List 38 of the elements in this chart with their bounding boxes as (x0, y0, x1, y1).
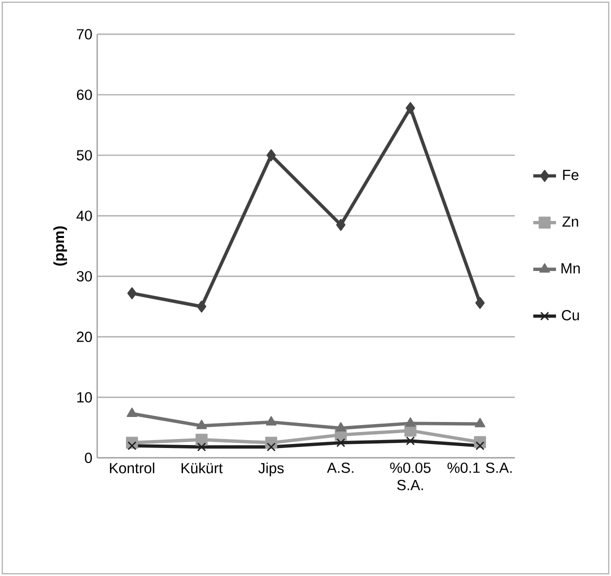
point (127, 287, 137, 300)
point (405, 417, 416, 427)
legend-label: Fe (563, 170, 578, 180)
point (266, 442, 276, 452)
x-tick-label: %0.1 S.A. (448, 462, 512, 473)
y-axis-title: (ppm) (53, 226, 68, 266)
x-tick-label: Kükürt (182, 462, 223, 474)
point (406, 436, 415, 446)
point (475, 296, 485, 309)
point (196, 420, 207, 430)
y-tick-label: 60 (76, 90, 92, 100)
legend-label: Zn (562, 216, 578, 227)
y-tick-label: 50 (76, 150, 92, 160)
point (476, 441, 484, 450)
point (336, 438, 346, 448)
y-tick-label: 40 (76, 210, 92, 221)
x-tick-label: Jips (258, 462, 284, 476)
x-tick-label: %0.05 S.A. (390, 462, 431, 490)
point (336, 422, 346, 432)
y-tick-label: 70 (76, 29, 92, 40)
point (128, 441, 136, 450)
y-tick-label: 20 (76, 332, 92, 342)
y-tick-label: 0 (84, 452, 92, 464)
point (336, 218, 346, 231)
legend-label: Cu (562, 310, 579, 320)
x-tick-label: A.S. (326, 462, 354, 473)
y-tick-label: 30 (76, 271, 92, 282)
point (196, 300, 206, 313)
point (197, 442, 206, 452)
point (196, 434, 208, 446)
y-tick-label: 10 (77, 392, 92, 403)
point (266, 149, 276, 162)
legend-label: Mn (562, 263, 580, 274)
point (406, 102, 416, 114)
x-tick-label: Kontrol (110, 462, 154, 474)
point (126, 408, 138, 418)
point (474, 418, 486, 428)
point (266, 416, 276, 426)
